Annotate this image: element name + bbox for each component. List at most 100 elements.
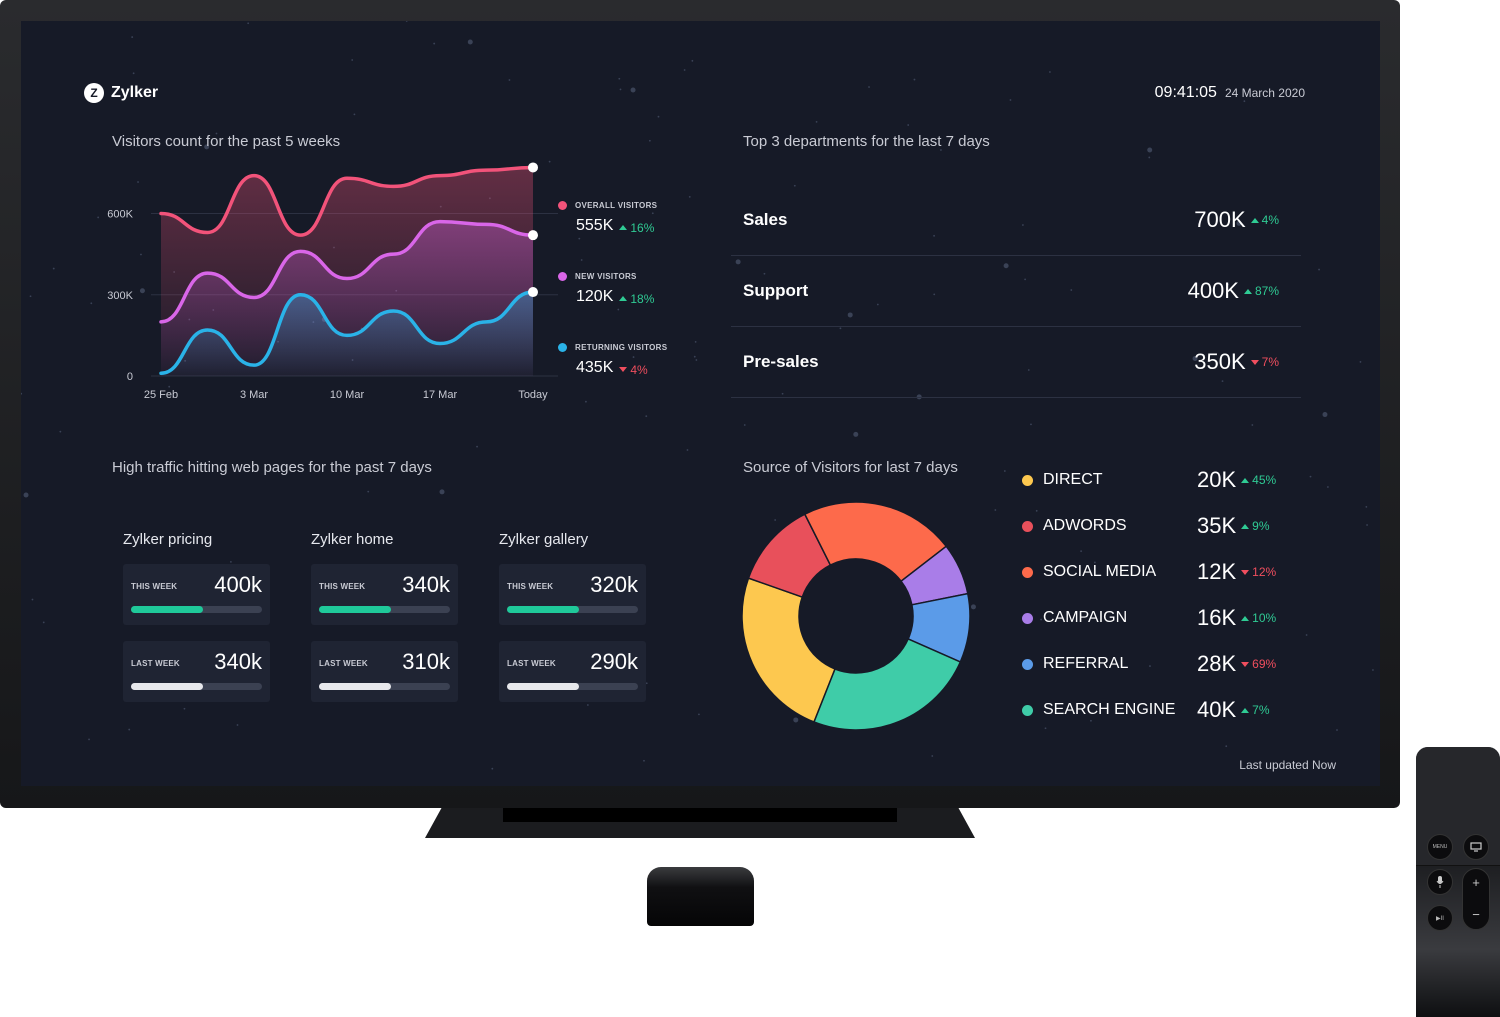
star	[1322, 412, 1328, 418]
last-week-label: LAST WEEK	[319, 659, 368, 668]
this-week-card: THIS WEEK 340k	[311, 564, 458, 625]
this-week-value: 320k	[590, 572, 638, 597]
legend-label: NEW VISITORS	[575, 272, 637, 281]
legend-label: RETURNING VISITORS	[575, 343, 668, 352]
remote-menu-button[interactable]: MENU	[1427, 834, 1453, 860]
star	[693, 355, 696, 358]
source-delta-text: 9%	[1252, 519, 1270, 533]
this-week-value: 340k	[402, 572, 450, 597]
source-item-social-media: SOCIAL MEDIA 12K 12%	[1022, 557, 1302, 587]
last-updated-text: Last updated Now	[1239, 758, 1336, 772]
zylker-logo-icon: Z	[84, 83, 104, 103]
star	[1309, 475, 1312, 478]
star	[648, 139, 651, 142]
star	[643, 759, 645, 762]
legend-dot	[1022, 704, 1033, 716]
star	[657, 115, 660, 118]
tv-icon[interactable]	[1463, 834, 1489, 860]
star	[933, 293, 936, 296]
star	[645, 682, 648, 685]
apple-tv-box	[647, 867, 754, 926]
star	[1090, 719, 1092, 722]
legend-dot	[558, 272, 567, 281]
star	[1080, 550, 1083, 553]
star	[1227, 283, 1230, 286]
series-line	[159, 165, 535, 237]
star	[1009, 99, 1012, 101]
progress-fill-last-week	[319, 683, 392, 690]
volume-rocker[interactable]: + −	[1462, 868, 1490, 930]
star	[617, 308, 620, 311]
progress-track	[131, 683, 262, 690]
last-week-label: LAST WEEK	[131, 659, 180, 668]
star	[1359, 361, 1362, 363]
legend-returning-visitors: RETURNING VISITORS 435K 4%	[558, 343, 667, 377]
sources-title: Source of Visitors for last 7 days	[743, 459, 958, 476]
star	[1030, 423, 1032, 426]
star	[137, 181, 139, 183]
star	[1366, 524, 1368, 526]
star	[793, 717, 799, 723]
source-delta-text: 7%	[1252, 703, 1270, 717]
source-value: 35K	[1197, 513, 1237, 538]
star	[931, 755, 934, 757]
star	[1372, 669, 1374, 671]
volume-up-icon[interactable]: +	[1472, 875, 1480, 890]
legend-label: OVERALL VISITORS	[575, 201, 658, 210]
star	[686, 449, 689, 451]
legend-dot	[1022, 566, 1033, 578]
progress-track	[507, 683, 638, 690]
star	[970, 604, 976, 610]
department-row-pre-sales: Pre-sales 350K 7%	[731, 327, 1301, 398]
star	[868, 86, 870, 88]
legend-delta: 16%	[619, 221, 654, 235]
star	[1035, 509, 1038, 512]
progress-track	[319, 683, 450, 690]
page-card-zylker-pricing: Zylker pricing THIS WEEK 400k LAST WEEK …	[123, 531, 270, 702]
legend-value: 435K	[576, 359, 614, 376]
legend-dot	[558, 343, 567, 352]
star	[367, 490, 370, 493]
star	[1093, 561, 1096, 564]
trend-down-icon	[619, 367, 628, 372]
legend-delta-text: 16%	[630, 220, 655, 235]
trend-up-icon	[1241, 615, 1250, 621]
star	[1251, 424, 1254, 426]
legend-delta-text: 18%	[630, 291, 655, 306]
star	[339, 534, 342, 536]
x-tick-label: 3 Mar	[240, 389, 268, 401]
star	[467, 39, 473, 45]
page-name: Zylker gallery	[499, 531, 589, 548]
source-value: 40K	[1197, 697, 1237, 722]
last-week-card: LAST WEEK 340k	[123, 641, 270, 702]
source-name: SOCIAL MEDIA	[1043, 563, 1157, 580]
progress-fill-this-week	[319, 606, 392, 613]
this-week-label: THIS WEEK	[319, 582, 366, 591]
trend-up-icon	[1241, 477, 1250, 483]
star	[1253, 478, 1256, 481]
star	[135, 144, 138, 147]
play-pause-button[interactable]: ▶II	[1427, 905, 1453, 931]
x-tick-label: 10 Mar	[330, 389, 365, 401]
source-value: 28K	[1197, 651, 1237, 676]
visitors-chart-title: Visitors count for the past 5 weeks	[112, 133, 341, 150]
star	[31, 598, 34, 601]
progress-fill-this-week	[131, 606, 204, 613]
department-delta-text: 4%	[1261, 213, 1279, 227]
last-week-label: LAST WEEK	[507, 659, 556, 668]
star	[853, 431, 859, 437]
microphone-icon[interactable]	[1427, 869, 1453, 895]
star	[183, 707, 186, 710]
volume-down-icon[interactable]: −	[1472, 907, 1480, 922]
brand: Z Zylker	[84, 83, 158, 103]
legend-dot	[1022, 612, 1033, 624]
trend-up-icon	[1241, 523, 1250, 529]
trend-down-icon	[1241, 569, 1250, 575]
department-delta: 4%	[1250, 213, 1279, 227]
x-tick-label: Today	[518, 389, 548, 401]
page-card-zylker-gallery: Zylker gallery THIS WEEK 320k LAST WEEK …	[499, 531, 646, 702]
star	[815, 120, 818, 123]
star	[204, 144, 210, 150]
star	[651, 212, 654, 215]
star	[52, 267, 55, 270]
